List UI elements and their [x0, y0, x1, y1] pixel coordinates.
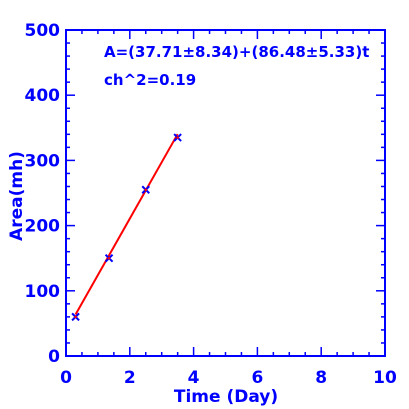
x-tick-label: 4 — [188, 368, 200, 388]
data-point-center — [107, 256, 111, 260]
x-tick-label: 10 — [373, 368, 397, 388]
data-points-layer — [71, 133, 182, 322]
axis-ticks — [65, 29, 386, 357]
y-axis-label: Area(mh) — [7, 151, 27, 241]
data-point — [71, 312, 80, 322]
chi-square-annotation: ch^2=0.19 — [104, 71, 196, 89]
fit-line — [74, 133, 179, 315]
y-tick-label: 200 — [25, 217, 61, 237]
data-point — [141, 185, 150, 194]
y-tick-label: 300 — [25, 151, 61, 171]
x-tick-label: 8 — [315, 368, 327, 388]
data-point — [173, 133, 182, 142]
data-point-center — [74, 315, 77, 319]
y-tick-label: 400 — [25, 86, 61, 106]
fit-equation-annotation: A=(37.71±8.34)+(86.48±5.33)t — [104, 43, 369, 61]
data-point — [104, 253, 114, 263]
y-tick-label: 100 — [25, 282, 61, 302]
data-point-center — [176, 136, 179, 139]
fit-line-layer — [74, 133, 179, 315]
x-tick-label: 2 — [124, 368, 136, 388]
x-tick-label: 6 — [251, 368, 263, 388]
y-tick-label: 0 — [48, 347, 60, 367]
y-tick-label: 500 — [25, 21, 61, 41]
x-axis-label: Time (Day) — [174, 387, 278, 407]
data-point-center — [144, 188, 148, 192]
x-tick-label: 0 — [60, 368, 72, 388]
